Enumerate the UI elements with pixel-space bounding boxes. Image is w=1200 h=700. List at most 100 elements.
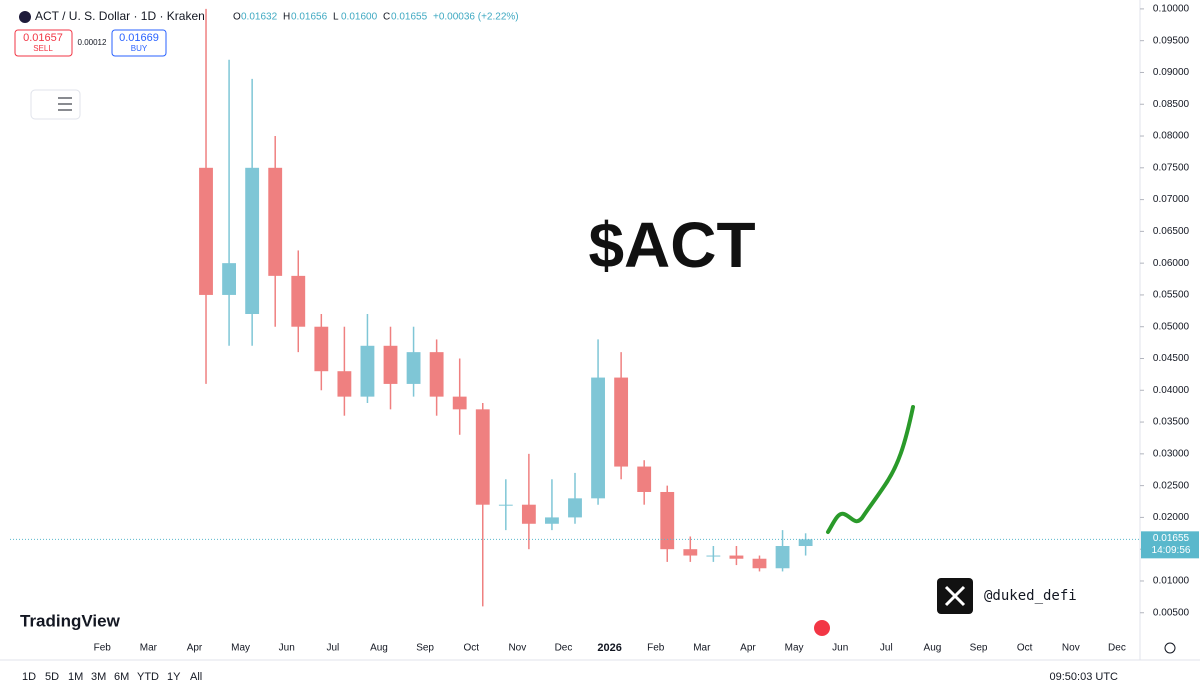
- projection-drawing: [826, 405, 915, 534]
- x-tick-label: Jun: [279, 643, 295, 654]
- object-tree-button[interactable]: [30, 89, 81, 120]
- ohlc-key: L: [333, 12, 339, 23]
- range-button[interactable]: All: [190, 671, 202, 683]
- y-tick-label: 0.01000: [1153, 576, 1190, 587]
- range-button[interactable]: 1Y: [167, 671, 181, 683]
- icon: [58, 97, 72, 111]
- candle-body: [775, 546, 790, 569]
- candle-body: [268, 167, 283, 276]
- handle: @duked_defi: [984, 588, 1077, 604]
- x-tick-label: 2026: [597, 642, 621, 654]
- x-tick-label: Feb: [94, 643, 112, 654]
- x-tick-label: Sep: [970, 643, 988, 654]
- buy-button[interactable]: [111, 29, 167, 57]
- candle-body: [706, 555, 721, 557]
- x-tick-label: Apr: [187, 643, 203, 654]
- ohlc-value: 0.01600: [341, 12, 378, 23]
- range-button[interactable]: 1D: [22, 671, 36, 683]
- event-icon[interactable]: [814, 620, 830, 636]
- range-toolbar: 1D 5D 1M 3M 6M YTD 1Y All: [22, 671, 202, 683]
- ohlc: O 0.01632 H 0.01656 L 0.01600 C 0.01655 +0.00036…: [233, 12, 519, 23]
- candle-body: [337, 371, 352, 397]
- x-tick-label: Nov: [508, 643, 526, 654]
- y-tick-label: 0.03000: [1153, 448, 1190, 459]
- y-tick-label: 0.06500: [1153, 226, 1190, 237]
- candle-body: [637, 466, 652, 492]
- icon: [944, 585, 966, 607]
- candle-body: [729, 555, 744, 559]
- candle-body: [222, 263, 236, 295]
- candle-body: [452, 396, 467, 410]
- candle-body: [660, 491, 675, 550]
- y-tick-label: 0.09500: [1153, 35, 1190, 46]
- candle-body: [406, 352, 421, 384]
- sell-label: SELL: [33, 44, 53, 53]
- x-tick-label: May: [785, 643, 804, 654]
- last-price-box: [1141, 531, 1199, 559]
- x-tick-label: Feb: [647, 643, 665, 654]
- y-tick-label: 0.03500: [1153, 417, 1190, 428]
- candle-body: [429, 352, 444, 397]
- y-tick-label: 0.04500: [1153, 353, 1190, 364]
- candle-body: [498, 504, 513, 506]
- clock: 09:50:03 UTC: [1050, 671, 1119, 683]
- y-tick-label: 0.07500: [1153, 162, 1190, 173]
- last-price-label: 0.01655: [1153, 533, 1190, 544]
- y-tick-label: 0.00500: [1153, 607, 1190, 618]
- range-button[interactable]: 1M: [68, 671, 83, 683]
- change: +0.00036 (+2.22%): [433, 12, 519, 23]
- y-tick-label: 0.07000: [1153, 194, 1190, 205]
- buy-label: BUY: [131, 44, 148, 53]
- brand: TradingView: [20, 611, 121, 630]
- ohlc-value: 0.01656: [291, 12, 328, 23]
- x-tick-label: Jul: [880, 643, 893, 654]
- candle-body: [383, 345, 398, 384]
- candle-body: [568, 498, 582, 518]
- range-button[interactable]: 6M: [114, 671, 129, 683]
- y-tick-label: 0.02500: [1153, 480, 1190, 491]
- x-tick-label: Oct: [463, 643, 479, 654]
- candle-body: [245, 167, 260, 315]
- x-tick-label: Nov: [1062, 643, 1080, 654]
- settings-icon[interactable]: [1164, 642, 1176, 654]
- y-tick-label: 0.08500: [1153, 99, 1190, 110]
- ohlc-value: 0.01632: [241, 12, 278, 23]
- x-tick-label: Oct: [1017, 643, 1033, 654]
- range-button[interactable]: YTD: [137, 671, 159, 683]
- x-tick-label: May: [231, 643, 250, 654]
- candle-body: [475, 409, 490, 505]
- candle-body: [752, 558, 767, 569]
- range-button[interactable]: 5D: [45, 671, 59, 683]
- buy-price: 0.01669: [119, 32, 159, 44]
- candle-body: [614, 377, 629, 467]
- x-tick-label: Dec: [1108, 643, 1126, 654]
- y-tick-label: 0.09000: [1153, 67, 1190, 78]
- candle-body: [798, 539, 813, 547]
- candle-body: [360, 345, 375, 397]
- candle-body: [199, 167, 213, 295]
- x-tick-label: Aug: [370, 643, 388, 654]
- x-tick-label: Mar: [140, 643, 158, 654]
- candle-body: [521, 504, 536, 524]
- sell-price: 0.01657: [23, 32, 63, 44]
- y-tick-label: 0.05500: [1153, 290, 1190, 301]
- y-tick-label: 0.06000: [1153, 258, 1190, 269]
- sell-button[interactable]: [14, 29, 73, 57]
- y-tick-label: 0.02000: [1153, 512, 1190, 523]
- x-tick-label: Sep: [416, 643, 434, 654]
- y-tick-label: 0.10000: [1153, 4, 1190, 15]
- symbol[interactable]: ACT / U. S. Dollar · 1D · Kraken: [35, 9, 205, 23]
- plot: 0.005000.010000.015000.020000.025000.030…: [10, 4, 1199, 654]
- x-tick-label: Mar: [693, 643, 711, 654]
- countdown: 14:09:56: [1152, 545, 1191, 556]
- ohlc-key: H: [283, 12, 290, 23]
- symbol-icon: [19, 11, 31, 23]
- range-button[interactable]: 3M: [91, 671, 106, 683]
- x-tick-label: Jun: [832, 643, 848, 654]
- y-tick-label: 0.04000: [1153, 385, 1190, 396]
- x-tick-label: Aug: [924, 643, 942, 654]
- x-tick-label: Jul: [326, 643, 339, 654]
